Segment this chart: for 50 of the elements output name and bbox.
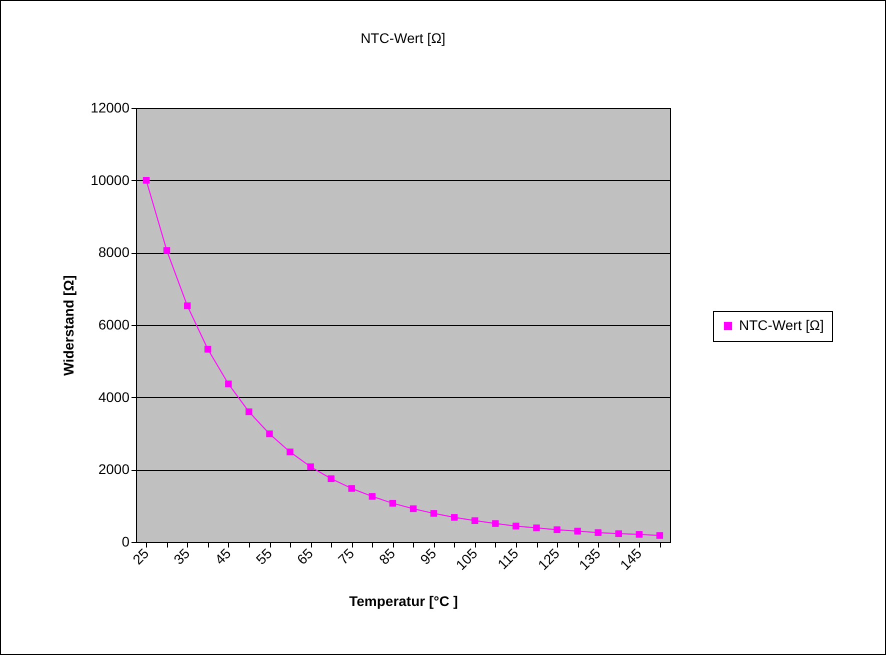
y-tick-label: 12000 [90,100,130,116]
x-tick-label: 115 [494,544,522,572]
point [389,500,396,507]
x-tick-label: 135 [576,544,604,573]
x-tick-label: 95 [416,544,440,568]
y-tick-label: 4000 [98,388,130,405]
x-tick-label: 145 [616,544,645,573]
point [594,529,602,536]
y-axis-title: Widerstand [Ω] [60,275,77,376]
point [554,526,560,534]
point [430,510,438,517]
point [246,408,252,416]
x-tick-label: 65 [294,544,316,568]
point [368,493,376,500]
point [472,517,478,524]
y-tick-label: 2000 [98,461,130,478]
point [163,247,170,254]
x-tick-label: 85 [376,544,398,568]
x-tick-label: 25 [129,544,152,568]
point [184,302,191,310]
x-tick-label: 35 [170,544,193,568]
point [225,380,232,388]
y-tick-label: 6000 [98,316,130,332]
x-tick-label: 105 [452,544,480,573]
point [204,346,212,353]
x-axis-title: Temperatur [°C ] [349,592,458,609]
point [328,475,334,482]
x-tick-label: 45 [212,544,234,568]
point [533,524,540,532]
point [656,532,664,539]
point [142,176,150,184]
y-tick-label: 0 [122,534,130,550]
point [348,485,356,492]
legend-label: NTC-Wert [Ω] [739,317,824,333]
x-tick-label: 75 [334,544,358,568]
x-tick-label: 55 [252,544,276,568]
x-tick-label: 125 [534,544,563,573]
point [492,520,499,527]
y-tick-label: 10000 [90,172,130,188]
point [450,514,458,521]
point [636,531,643,538]
chart-title: NTC-Wert [Ω] [360,30,446,46]
point [286,448,294,456]
point [410,505,417,512]
point [266,430,273,438]
point [307,463,314,470]
point [574,528,581,535]
point [512,522,520,530]
y-tick-label: 8000 [98,244,130,260]
point [615,530,622,538]
